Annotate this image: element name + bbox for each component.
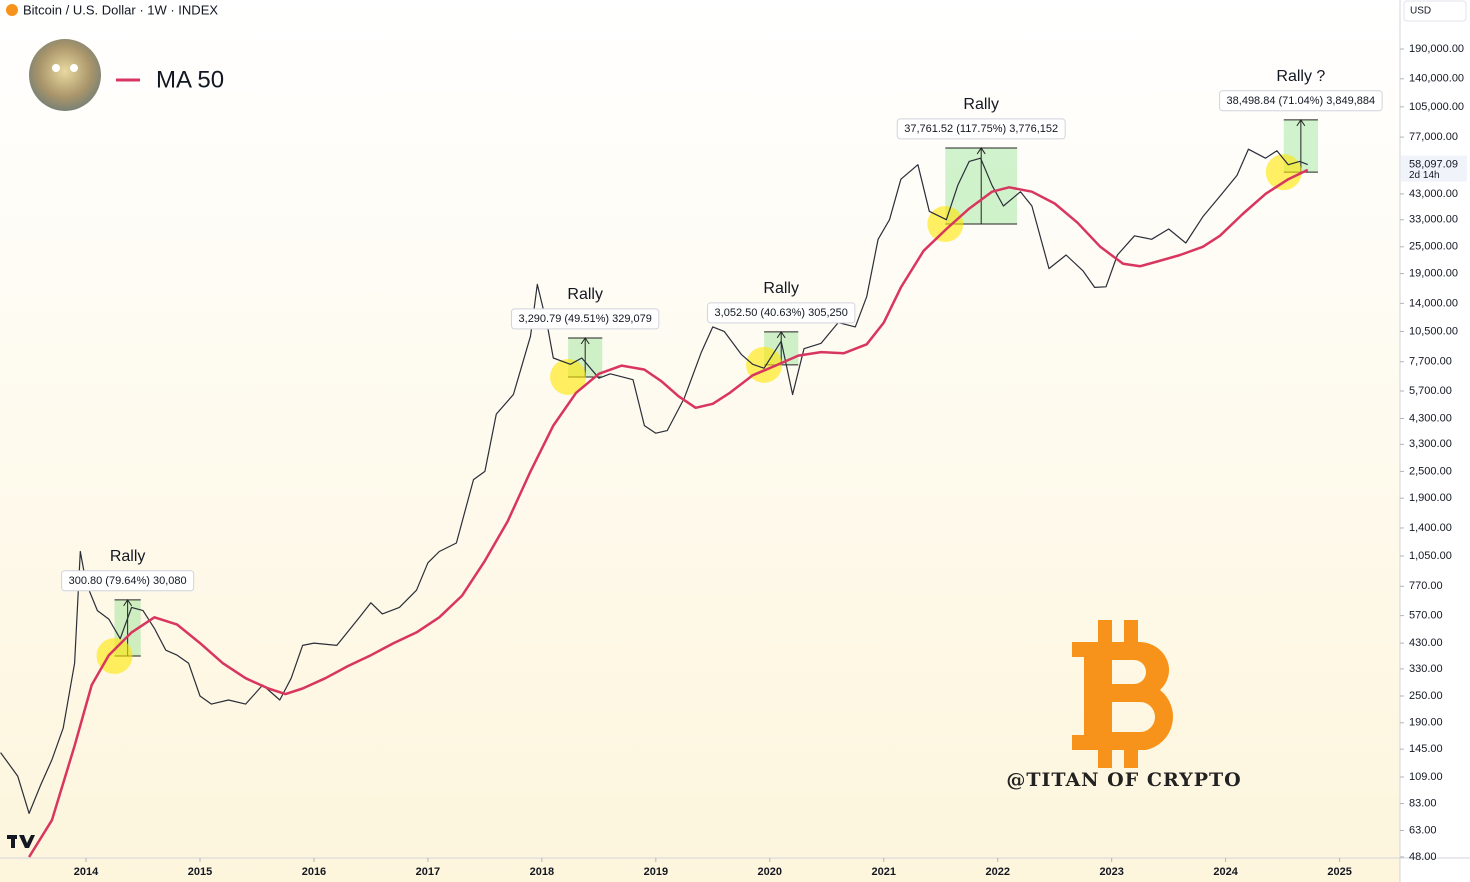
y-tick-label: 63.00 <box>1409 824 1437 836</box>
x-tick-label: 2019 <box>644 866 668 878</box>
y-tick-label: 190,000.00 <box>1409 43 1464 55</box>
measure-label: 3,052.50 (40.63%) 305,250 <box>715 307 848 319</box>
y-tick-label: 10,500.00 <box>1409 325 1458 337</box>
rally-label: Rally <box>110 548 146 565</box>
tv-logo <box>7 835 35 848</box>
x-tick-label: 2018 <box>530 866 554 878</box>
measure-arrowhead <box>976 147 986 155</box>
measure-label: 38,498.84 (71.04%) 3,849,884 <box>1227 95 1376 107</box>
y-tick-label: 140,000.00 <box>1409 73 1464 85</box>
price-line <box>0 148 1308 814</box>
last-price: 58,097.09 <box>1409 158 1458 170</box>
measure-label: 3,290.79 (49.51%) 329,079 <box>519 313 652 325</box>
avatar-eye <box>52 64 60 72</box>
y-tick-label: 25,000.00 <box>1409 241 1458 253</box>
y-tick-label: 83.00 <box>1409 797 1437 809</box>
rally-label: Rally ? <box>1276 68 1325 85</box>
y-tick-label: 3,300.00 <box>1409 438 1452 450</box>
x-tick-label: 2024 <box>1213 866 1238 878</box>
legend-label: MA 50 <box>156 66 224 93</box>
y-tick-label: 570.00 <box>1409 610 1443 622</box>
ma-line <box>28 168 1309 858</box>
measure-arrowhead <box>1296 118 1306 127</box>
x-tick-label: 2014 <box>74 866 99 878</box>
bitcoin-logo <box>1072 620 1173 768</box>
measure-arrowhead <box>580 337 590 345</box>
x-tick-label: 2021 <box>872 866 896 878</box>
countdown: 2d 14h <box>1409 170 1440 181</box>
currency-button[interactable] <box>1403 0 1467 22</box>
y-tick-label: 2,500.00 <box>1409 465 1452 477</box>
avatar-eye <box>70 64 78 72</box>
axis-panel <box>1400 0 1470 882</box>
x-tick-label: 2015 <box>188 866 212 878</box>
measure-label-box <box>1219 90 1383 112</box>
measure-arrowhead <box>123 598 133 607</box>
highlight <box>550 359 587 396</box>
y-tick-label: 5,700.00 <box>1409 385 1452 397</box>
y-tick-label: 48.00 <box>1409 851 1437 863</box>
rally-label: Rally <box>567 286 603 303</box>
x-tick-label: 2022 <box>985 866 1009 878</box>
y-tick-label: 250.00 <box>1409 690 1443 702</box>
highlight <box>96 637 133 674</box>
y-tick-label: 330.00 <box>1409 663 1443 675</box>
y-tick-label: 1,900.00 <box>1409 492 1452 504</box>
x-tick-label: 2020 <box>758 866 782 878</box>
x-tick-label: 2025 <box>1327 866 1351 878</box>
rally-label: Rally <box>763 280 799 297</box>
y-tick-label: 770.00 <box>1409 580 1443 592</box>
rally-label: Rally <box>963 96 999 113</box>
measure-label-box <box>61 570 195 592</box>
watermark: @TITAN OF CRYPTO <box>1006 769 1241 791</box>
y-tick-label: 19,000.00 <box>1409 268 1458 280</box>
y-tick-label: 145.00 <box>1409 743 1443 755</box>
x-tick-label: 2023 <box>1099 866 1123 878</box>
x-tick-label: 2016 <box>302 866 326 878</box>
y-tick-label: 190.00 <box>1409 717 1443 729</box>
y-tick-label: 33,000.00 <box>1409 214 1458 226</box>
header-title: Bitcoin / U.S. Dollar · 1W · INDEX <box>23 2 218 17</box>
last-price-box <box>1401 155 1467 182</box>
x-tick-label: 2017 <box>416 866 440 878</box>
y-tick-label: 7,700.00 <box>1409 356 1452 368</box>
measure-label: 37,761.52 (117.75%) 3,776,152 <box>904 123 1058 135</box>
y-tick-label: 1,050.00 <box>1409 550 1452 562</box>
currency: USD <box>1410 6 1431 17</box>
y-tick-label: 77,000.00 <box>1409 131 1458 143</box>
measure-label-box <box>707 302 856 324</box>
measure-arrowhead <box>776 331 786 339</box>
y-tick-label: 109.00 <box>1409 771 1443 783</box>
highlight <box>927 205 964 242</box>
measure-label-box <box>511 308 660 330</box>
y-tick-label: 14,000.00 <box>1409 297 1458 309</box>
y-tick-label: 105,000.00 <box>1409 101 1464 113</box>
plot-area <box>0 118 1318 858</box>
avatar <box>29 39 101 111</box>
measure-label-box <box>896 118 1066 140</box>
measure-label: 300.80 (79.64%) 30,080 <box>69 575 187 587</box>
coin-icon <box>6 4 18 16</box>
y-tick-label: 430.00 <box>1409 637 1443 649</box>
y-tick-label: 1,400.00 <box>1409 522 1452 534</box>
y-tick-label: 4,300.00 <box>1409 412 1452 424</box>
y-tick-label: 43,000.00 <box>1409 188 1458 200</box>
